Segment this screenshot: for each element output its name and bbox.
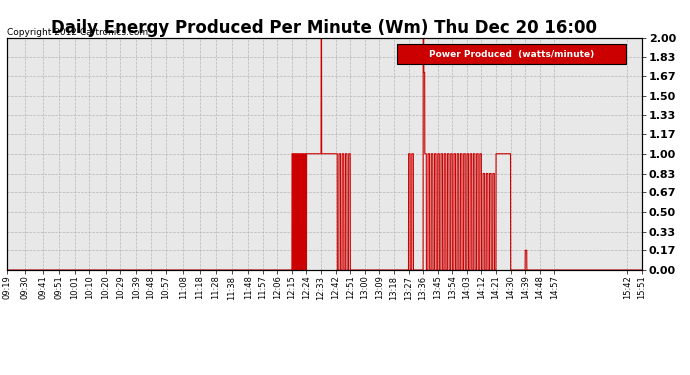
Text: Power Produced  (watts/minute): Power Produced (watts/minute)	[429, 50, 594, 59]
FancyBboxPatch shape	[397, 45, 626, 64]
Text: Copyright 2012 Cartronics.com: Copyright 2012 Cartronics.com	[7, 28, 148, 37]
Title: Daily Energy Produced Per Minute (Wm) Thu Dec 20 16:00: Daily Energy Produced Per Minute (Wm) Th…	[51, 20, 598, 38]
